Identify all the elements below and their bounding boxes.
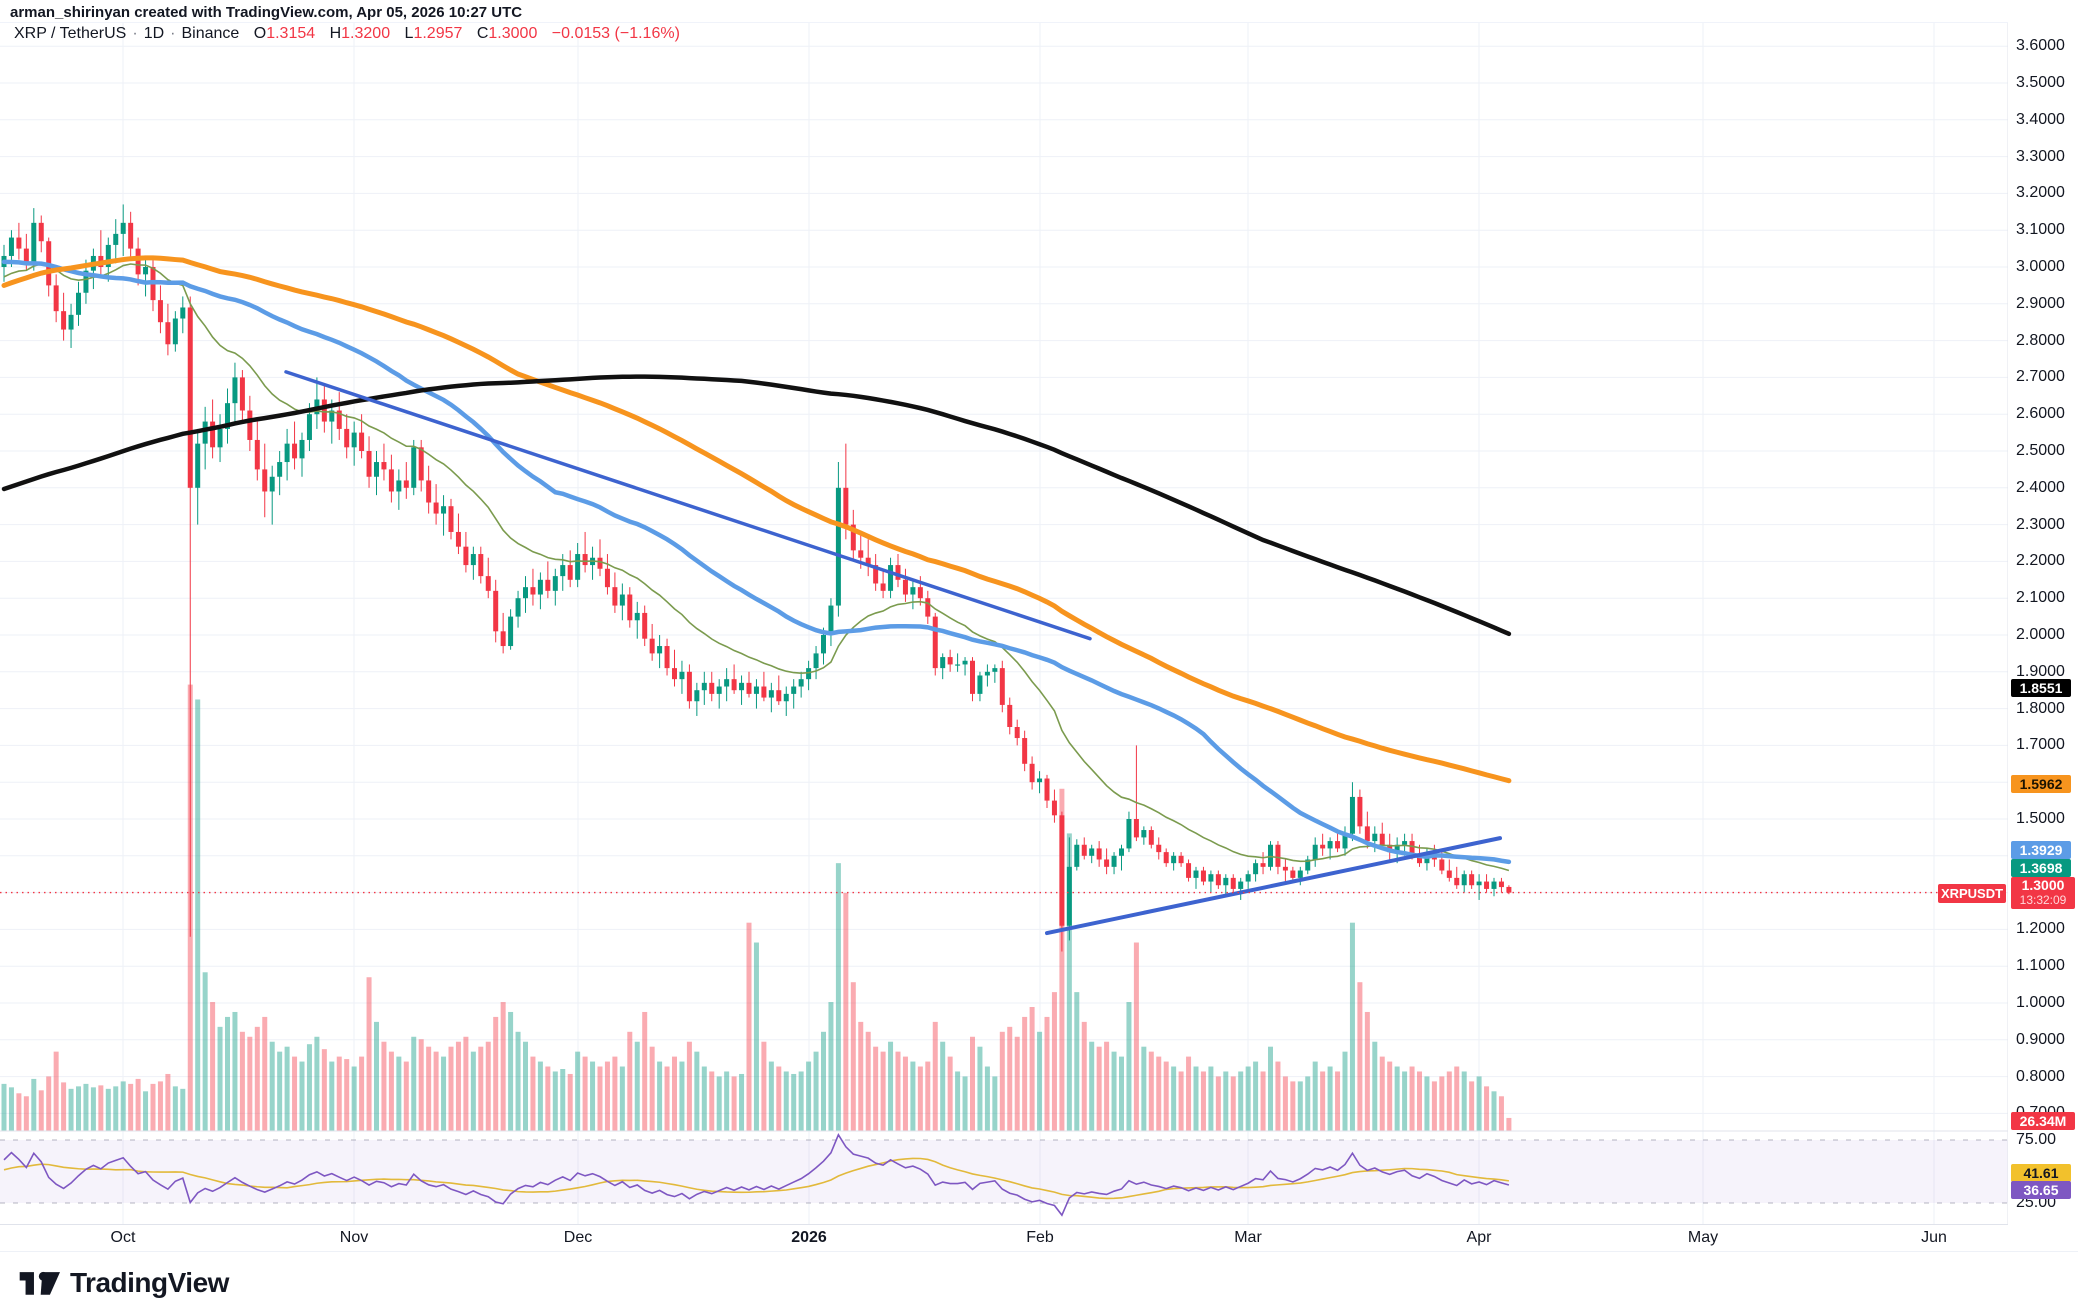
price-tick-label: 0.9000	[2016, 1030, 2065, 1048]
price-tick-label: 1.8000	[2016, 699, 2065, 717]
price-tick-label: 3.1000	[2016, 221, 2065, 239]
ohlc-close-value: 1.3000	[488, 25, 538, 42]
price-tick-label: 2.4000	[2016, 478, 2065, 496]
price-tick-label: 1.0000	[2016, 994, 2065, 1011]
time-axis[interactable]: Oct Nov Dec 2026 Feb Mar Apr May Jun	[0, 1224, 2078, 1252]
symbol-legend[interactable]: XRP / TetherUS · 1D · Binance O1.3154 H1.320…	[14, 25, 680, 43]
legend-separator: ·	[170, 25, 176, 42]
tradingview-logo-text: TradingView	[70, 1267, 229, 1298]
price-tick-label: 2.6000	[2016, 405, 2065, 423]
legend-exchange[interactable]: Binance	[181, 25, 240, 42]
price-tick-label: 2.9000	[2016, 294, 2065, 312]
tradingview-logo[interactable]: TradingView	[18, 1264, 229, 1302]
current-price-tag: 1.3000 13:32:09	[2011, 876, 2075, 909]
price-tick-label: 3.4000	[2016, 110, 2065, 128]
rsi-value-tag: 36.65	[2011, 1181, 2071, 1199]
price-tick-label: 2.8000	[2016, 331, 2065, 349]
price-tick-label: 3.2000	[2016, 184, 2065, 202]
price-tick-label: 2.1000	[2016, 589, 2065, 607]
ohlc-open-value: 1.3154	[266, 25, 316, 42]
price-tick-label: 2.0000	[2016, 626, 2065, 643]
time-axis-label-oct[interactable]: Oct	[110, 1229, 136, 1246]
rsi-upper-band-label: 75.00	[2016, 1131, 2057, 1148]
time-axis-label-dec[interactable]: Dec	[563, 1229, 593, 1246]
ohlc-open-label: O	[253, 25, 267, 42]
price-tick-label: 2.2000	[2016, 552, 2065, 570]
price-tick-label: 1.1000	[2016, 957, 2065, 975]
time-axis-label-nov[interactable]: Nov	[339, 1229, 369, 1246]
ohlc-high-value: 1.3200	[341, 25, 391, 42]
time-axis-label-mar[interactable]: Mar	[1234, 1229, 1262, 1246]
ohlc-close-label: C	[476, 25, 489, 42]
legend-separator: ·	[132, 25, 138, 42]
ma-value-tag: 1.5962	[2011, 774, 2071, 793]
ohlc-low-value: 1.2957	[413, 25, 463, 42]
symbol-price-tag: XRPUSDT	[1938, 884, 2006, 903]
tradingview-logo-icon	[19, 1271, 60, 1295]
chart-top-border	[0, 22, 2078, 23]
price-tick-label: 1.7000	[2016, 736, 2065, 754]
price-tick-label: 1.2000	[2016, 920, 2065, 938]
ma-value-tag: 1.3698	[2011, 858, 2071, 877]
time-axis-label-feb[interactable]: Feb	[1026, 1229, 1054, 1246]
ohlc-high-label: H	[329, 25, 342, 42]
time-axis-label-may[interactable]: May	[1687, 1229, 1719, 1246]
price-tick-label: 2.5000	[2016, 442, 2065, 459]
price-tick-label: 0.8000	[2016, 1067, 2065, 1085]
time-axis-label-2026[interactable]: 2026	[791, 1229, 827, 1246]
legend-interval[interactable]: 1D	[143, 25, 165, 42]
price-tick-label: 3.6000	[2016, 37, 2065, 55]
time-axis-label-apr[interactable]: Apr	[1466, 1229, 1492, 1246]
time-axis-label-jun[interactable]: Jun	[1921, 1229, 1947, 1246]
price-tick-label: 3.0000	[2016, 258, 2065, 275]
ohlc-low-label: L	[404, 25, 414, 42]
price-tick-label: 1.9000	[2016, 662, 2065, 680]
ma-value-tag: 1.8551	[2011, 679, 2071, 698]
price-tick-label: 3.5000	[2016, 74, 2065, 91]
legend-symbol[interactable]: XRP / TetherUS	[14, 25, 127, 42]
price-tick-label: 2.3000	[2016, 515, 2065, 533]
rsi-value-tag: 41.61	[2011, 1164, 2071, 1182]
price-tick-label: 1.5000	[2016, 810, 2065, 827]
attribution-text: arman_shirinyan created with TradingView…	[10, 4, 523, 21]
price-axis[interactable]: 3.6000 3.5000 3.4000 3.3000 3.2000 3.1000 3.00…	[2008, 22, 2078, 1250]
volume-value-tag: 26.34M	[2011, 1112, 2075, 1130]
ohlc-change-value: −0.0153 (−1.16%)	[551, 25, 680, 42]
price-tick-label: 3.3000	[2016, 147, 2065, 165]
price-tick-label: 2.7000	[2016, 368, 2065, 386]
ma-value-tag: 1.3929	[2011, 841, 2071, 860]
